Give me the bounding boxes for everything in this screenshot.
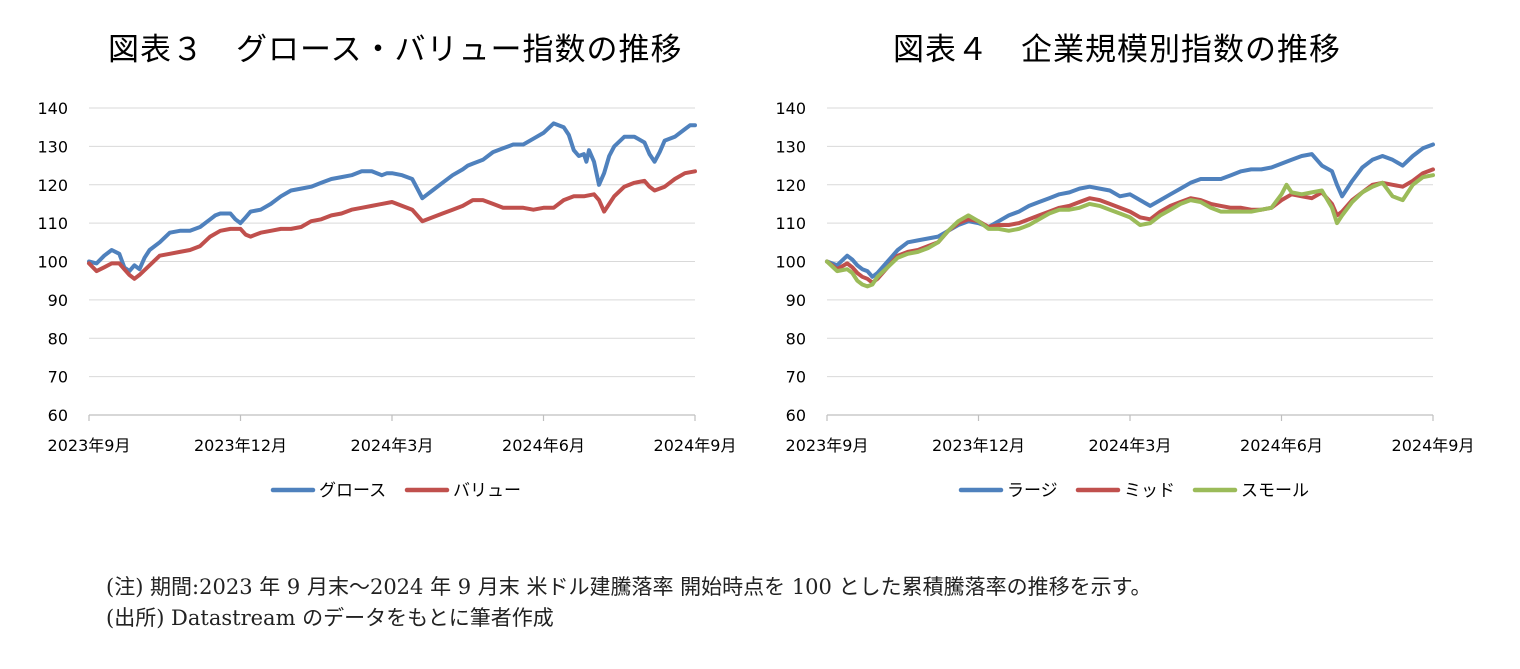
legend-label: バリュー bbox=[453, 481, 521, 501]
x-tick-label: 2024年3月 bbox=[351, 436, 434, 455]
series-line-1 bbox=[825, 142, 1435, 279]
x-tick-label: 2024年9月 bbox=[654, 436, 737, 455]
y-tick-label: 140 bbox=[37, 99, 68, 118]
series-line-1 bbox=[87, 121, 697, 274]
y-tick-label: 130 bbox=[37, 137, 68, 156]
y-tick-label: 100 bbox=[775, 253, 806, 272]
x-tick-label: 2024年3月 bbox=[1089, 436, 1172, 455]
y-tick-label: 60 bbox=[786, 406, 806, 425]
y-tick-label: 140 bbox=[775, 99, 806, 118]
y-tick-label: 120 bbox=[775, 176, 806, 195]
growth-value-line-chart: 60 70 80 90 100 110 120 130 140 2023年9月 2023年12月 20… bbox=[37, 99, 737, 501]
x-tick-label: 2023年12月 bbox=[932, 436, 1025, 455]
y-tick-label: 80 bbox=[48, 329, 68, 348]
x-tick-label: 2024年9月 bbox=[1392, 436, 1475, 455]
y-tick-label: 100 bbox=[37, 253, 68, 272]
company-size-line-chart: 60 70 80 90 100 110 120 130 140 2023年9月 2023年12月 20… bbox=[775, 99, 1475, 501]
footnote-period: (注) 期間:2023 年 9 月末～2024 年 9 月末 米ドル建騰落率 開… bbox=[106, 575, 1152, 599]
y-tick-label: 60 bbox=[48, 406, 68, 425]
y-tick-label: 130 bbox=[775, 137, 806, 156]
x-tick-label: 2024年6月 bbox=[1240, 436, 1323, 455]
x-tick-label: 2023年9月 bbox=[48, 436, 131, 455]
x-tick-label: 2024年6月 bbox=[502, 436, 585, 455]
chart-title-company-size: 図表４ 企業規模別指数の推移 bbox=[893, 32, 1341, 68]
legend-label: スモール bbox=[1241, 481, 1309, 501]
y-tick-label: 120 bbox=[37, 176, 68, 195]
legend-label: ラージ bbox=[1007, 481, 1058, 501]
footnote-source: (出所) Datastream のデータをもとに筆者作成 bbox=[106, 606, 554, 630]
y-tick-label: 70 bbox=[786, 368, 806, 387]
y-tick-label: 90 bbox=[786, 291, 806, 310]
y-tick-label: 110 bbox=[37, 214, 68, 233]
legend-label: グロース bbox=[319, 481, 386, 501]
chart-title-growth-value: 図表３ グロース・バリュー指数の推移 bbox=[108, 32, 683, 68]
x-tick-label: 2023年9月 bbox=[786, 436, 869, 455]
y-tick-label: 70 bbox=[48, 368, 68, 387]
y-tick-label: 90 bbox=[48, 291, 68, 310]
y-tick-label: 110 bbox=[775, 214, 806, 233]
series-line-2 bbox=[87, 169, 697, 281]
x-tick-label: 2023年12月 bbox=[194, 436, 287, 455]
legend-label: ミッド bbox=[1124, 481, 1175, 501]
series-line-2 bbox=[825, 167, 1435, 285]
y-tick-label: 80 bbox=[786, 329, 806, 348]
series-line-3 bbox=[825, 173, 1435, 289]
